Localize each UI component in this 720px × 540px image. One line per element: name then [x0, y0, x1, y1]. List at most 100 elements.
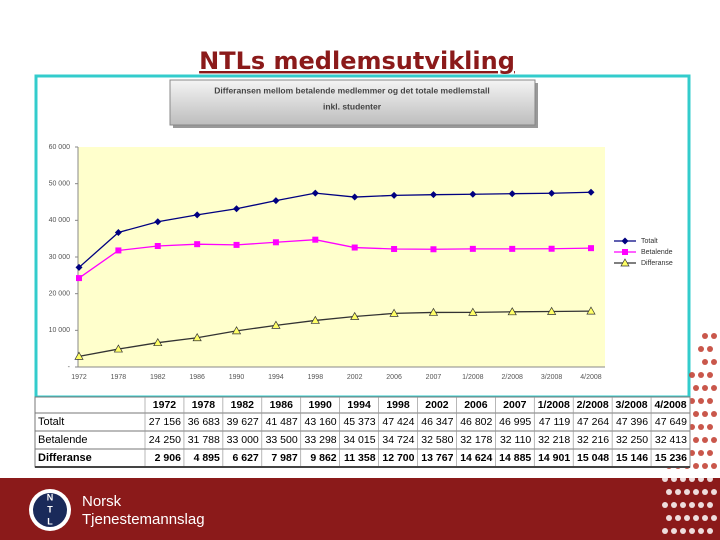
deco-dot: [707, 398, 713, 404]
footer-band: [0, 478, 720, 540]
deco-dot: [698, 450, 704, 456]
x-tick-label: 4/2008: [580, 374, 602, 381]
deco-dot: [711, 489, 717, 495]
table-header: 2007: [503, 399, 527, 411]
table-header: 1978: [192, 399, 216, 411]
logo-letter: T: [47, 504, 53, 514]
x-tick-label: 1982: [150, 374, 166, 381]
data-point: [429, 191, 437, 199]
deco-dot: [707, 528, 713, 534]
table-header: 1990: [308, 399, 332, 411]
table-header: 1998: [386, 399, 410, 411]
table-header: 1994: [347, 399, 371, 411]
table-cell: 47 396: [616, 416, 648, 428]
table-cell: 32 413: [655, 434, 687, 446]
y-tick-label: 40 000: [49, 217, 71, 224]
deco-dot: [698, 372, 704, 378]
table-cell: 12 700: [382, 452, 414, 464]
deco-dot: [711, 411, 717, 417]
x-tick-label: 1/2008: [462, 374, 484, 381]
y-tick-label: -: [68, 364, 71, 371]
table-cell: 46 802: [460, 416, 492, 428]
table-cell: 47 264: [577, 416, 609, 428]
deco-dot: [698, 346, 704, 352]
slide-title: NTLs medlemsutvikling: [199, 47, 515, 75]
legend-label: Differanse: [641, 260, 673, 267]
deco-dot: [662, 502, 668, 508]
table-cell: 11 358: [344, 452, 376, 464]
deco-dot: [702, 437, 708, 443]
table-header: 4/2008: [654, 399, 686, 411]
table-cell: 33 298: [305, 434, 337, 446]
data-point: [233, 241, 240, 248]
x-tick-label: 1994: [268, 374, 284, 381]
y-tick-label: 60 000: [49, 144, 71, 151]
data-point: [547, 306, 557, 315]
table-cell: 14 885: [499, 452, 531, 464]
data-point: [271, 320, 281, 329]
series-line: [78, 191, 592, 268]
data-point: [468, 307, 478, 316]
deco-dot: [698, 528, 704, 534]
deco-dot: [666, 515, 672, 521]
table-header: 1/2008: [538, 399, 570, 411]
deco-dot: [711, 359, 717, 365]
deco-dot: [684, 515, 690, 521]
x-tick-label: 2006: [386, 374, 402, 381]
table-cell: 32 178: [460, 434, 492, 446]
table-cell: 9 862: [310, 452, 336, 464]
y-tick-label: 20 000: [49, 291, 71, 298]
legend-label: Betalende: [641, 249, 673, 256]
deco-dot: [707, 372, 713, 378]
data-point: [75, 263, 83, 271]
data-point: [311, 189, 319, 197]
data-point: [154, 243, 161, 249]
data-point: [391, 246, 398, 253]
data-point: [113, 344, 123, 353]
data-point: [233, 205, 241, 213]
table-cell: 47 424: [382, 416, 414, 428]
table-header: 1972: [153, 399, 177, 411]
table-cell: 4 895: [194, 452, 220, 464]
x-tick-label: 2/2008: [502, 374, 524, 381]
table-cell: 34 724: [382, 434, 414, 446]
deco-dot: [698, 424, 704, 430]
deco-dot: [702, 359, 708, 365]
table-bg: [34, 396, 691, 468]
table-cell: 6 627: [233, 452, 259, 464]
deco-dot: [711, 333, 717, 339]
table-row-label: Differanse: [38, 452, 92, 464]
x-tick-label: 1990: [229, 374, 245, 381]
table-cell: 43 160: [305, 416, 337, 428]
y-tick-label: 30 000: [49, 254, 71, 261]
data-point: [548, 189, 556, 197]
deco-dot: [693, 463, 699, 469]
deco-dot: [671, 476, 677, 482]
logo-text: Tjenestemannslag: [82, 511, 205, 528]
deco-dot: [675, 515, 681, 521]
table-row-label: Betalende: [38, 434, 88, 446]
table-header: 2006: [464, 399, 488, 411]
table-cell: 32 580: [421, 434, 453, 446]
data-point: [115, 247, 122, 254]
data-point: [390, 191, 398, 199]
table-header: 2002: [425, 399, 449, 411]
deco-dot: [711, 437, 717, 443]
x-tick-label: 1972: [71, 374, 87, 381]
deco-dot: [689, 476, 695, 482]
deco-dot: [689, 502, 695, 508]
data-point: [76, 275, 82, 282]
table-cell: 47 649: [655, 416, 687, 428]
data-point: [508, 190, 516, 198]
table-cell: 15 146: [616, 452, 648, 464]
legend-marker: [620, 258, 630, 267]
table-header: 2/2008: [577, 399, 609, 411]
legend-marker: [622, 249, 628, 255]
table-cell: 32 218: [538, 434, 570, 446]
logo-letter: L: [47, 516, 53, 526]
x-tick-label: 3/2008: [541, 374, 563, 381]
data-point: [351, 244, 358, 251]
table-cell: 7 987: [271, 452, 297, 464]
data-point: [350, 311, 360, 320]
